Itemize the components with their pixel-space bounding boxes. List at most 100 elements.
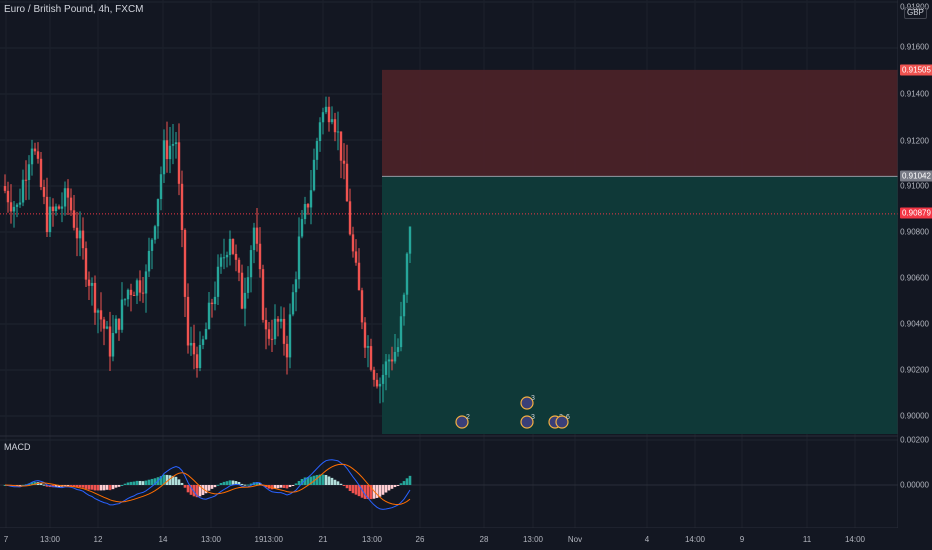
macd-histogram-bar [132, 481, 136, 485]
candle-body [381, 374, 385, 384]
candle-body [72, 210, 76, 228]
macd-histogram-bar [84, 485, 88, 489]
macd-histogram-bar [18, 485, 22, 486]
candle-body [159, 174, 163, 200]
candle-body [228, 238, 232, 255]
macd-histogram-bar [384, 485, 388, 493]
time-tick: 13:00 [200, 535, 222, 544]
candle-body [27, 164, 31, 181]
macd-histogram-bar [99, 485, 103, 491]
candle-body [252, 227, 256, 251]
time-axis[interactable]: 7 13:00 12 14 13:00 19 13:00 21 13:00 26… [0, 528, 898, 550]
macd-histogram-bar [42, 484, 46, 486]
macd-histogram-bar [81, 485, 85, 488]
macd-histogram-bar [180, 482, 184, 485]
macd-histogram-bar [54, 485, 58, 488]
macd-histogram-bar [123, 483, 127, 485]
candle-body [78, 230, 82, 239]
candle-body [330, 119, 334, 123]
candle-body [369, 346, 373, 370]
macd-histogram-bar [126, 482, 130, 485]
macd-histogram-bar [189, 485, 193, 495]
candle-body [12, 206, 16, 212]
candle-body [48, 206, 52, 233]
macd-histogram-bar [351, 485, 355, 494]
macd-histogram-bar [117, 485, 121, 487]
macd-histogram-bar [324, 475, 328, 485]
candle-body [93, 282, 97, 313]
candle-body [345, 163, 349, 202]
macd-histogram-bar [342, 485, 346, 486]
candle-body [357, 262, 361, 291]
candle-body [3, 186, 7, 191]
price-axis[interactable]: 0.91800 0.91600 0.91400 0.91200 0.91000 … [898, 0, 932, 528]
time-tick: 11 [802, 535, 812, 544]
macd-histogram-bar [279, 485, 283, 488]
candle-body [399, 316, 403, 348]
candle-body [303, 204, 307, 220]
candle-body [171, 144, 175, 146]
price-tick: 0.90600 [900, 273, 929, 283]
macd-histogram-bar [171, 475, 175, 485]
candle-body [318, 122, 322, 142]
time-tick: 7 [3, 535, 9, 544]
macd-histogram-bar [408, 475, 412, 485]
price-tick: 0.90400 [900, 319, 929, 329]
macd-histogram-bar [375, 485, 379, 498]
candle-body [288, 314, 292, 358]
candle-body [150, 239, 154, 251]
candle-body [390, 359, 394, 362]
stop-price-badge: 0.91505 [900, 64, 932, 76]
macd-histogram-bar [216, 484, 220, 486]
candle-body [144, 271, 148, 294]
macd-histogram-bar [306, 477, 310, 485]
candle-body [45, 196, 49, 233]
stop-loss-zone [382, 69, 898, 177]
macd-histogram-bar [405, 478, 409, 485]
economic-event-marker [555, 415, 569, 429]
candle-body [66, 188, 70, 198]
signal-line [4, 463, 411, 506]
macd-histogram-bar [108, 485, 112, 491]
candle-body [327, 106, 331, 123]
macd-histogram-bar [78, 485, 82, 488]
candle-body [186, 296, 190, 346]
macd-histogram-bar [243, 484, 247, 486]
candle-body [162, 140, 166, 175]
currency-label[interactable]: GBP [904, 7, 927, 19]
candle-body [291, 292, 295, 315]
candle-body [192, 342, 196, 355]
macd-histogram-bar [318, 474, 322, 485]
candle-body [270, 338, 274, 340]
macd-histogram-bar [219, 483, 223, 485]
candle-body [243, 292, 247, 309]
candle-body [33, 148, 37, 152]
candle-body [348, 201, 352, 235]
macd-histogram-bar [57, 485, 61, 488]
candle-body [141, 292, 145, 294]
price-tick: 0.90800 [900, 227, 929, 237]
candle-body [336, 131, 340, 133]
macd-histogram-bar [300, 478, 304, 485]
price-chart[interactable]: 23326 [0, 0, 898, 528]
candle-body [402, 294, 406, 317]
macd-histogram-bar [231, 480, 235, 485]
macd-histogram-bar [291, 485, 295, 486]
candle-body [75, 227, 79, 239]
time-tick: 13:00 [262, 535, 284, 544]
time-tick: 14:00 [844, 535, 866, 544]
candle-body [153, 226, 157, 240]
candle-body [351, 234, 355, 252]
macd-histogram-bar [288, 485, 292, 487]
macd-histogram-bar [330, 477, 334, 485]
price-tick: 0.91600 [900, 42, 929, 52]
candle-body [87, 279, 91, 286]
macd-histogram-bar [198, 485, 202, 497]
macd-indicator-label[interactable]: MACD [4, 442, 31, 452]
candle-body [168, 145, 172, 160]
macd-histogram-bar [111, 485, 115, 490]
symbol-title[interactable]: Euro / British Pound, 4h, FXCM [4, 4, 144, 15]
candle-body [363, 322, 367, 348]
macd-histogram-bar [285, 485, 289, 489]
